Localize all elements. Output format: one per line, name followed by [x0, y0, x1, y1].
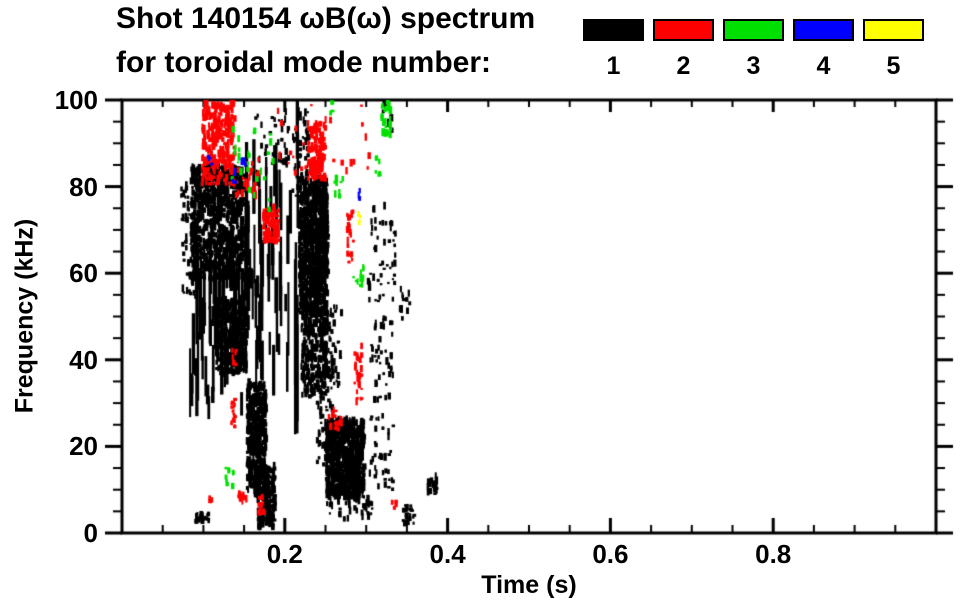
legend-label-mode-4: 4 [816, 52, 831, 80]
x-tick-label: 0.6 [592, 539, 629, 569]
y-axis-label: Frequency (kHz) [10, 218, 39, 414]
legend-swatch-mode-5 [863, 19, 924, 41]
y-tick-label: 60 [69, 258, 98, 289]
y-tick-label: 40 [69, 344, 98, 375]
legend-swatch-mode-4 [793, 19, 854, 41]
chart-subtitle: for toroidal mode number: [116, 46, 491, 79]
legend-label-mode-5: 5 [886, 52, 901, 80]
x-tick-label: 0.8 [755, 539, 792, 569]
legend-label-mode-1: 1 [606, 52, 621, 80]
x-tick-label: 0.2 [266, 539, 303, 569]
legend-swatch-mode-2 [653, 19, 714, 41]
legend-label-mode-3: 3 [746, 52, 761, 80]
legend-swatch-mode-1 [583, 19, 644, 41]
y-tick-label: 0 [83, 518, 98, 548]
x-tick-label: 0.4 [429, 539, 466, 569]
x-axis-label: Time (s) [481, 571, 577, 599]
legend-swatch-mode-3 [723, 19, 784, 41]
legend-label-mode-2: 2 [676, 52, 691, 80]
y-tick-label: 100 [54, 85, 98, 115]
chart-title: Shot 140154 ωB(ω) spectrum [116, 2, 536, 35]
y-tick-label: 80 [69, 171, 98, 202]
y-tick-label: 20 [69, 431, 98, 462]
